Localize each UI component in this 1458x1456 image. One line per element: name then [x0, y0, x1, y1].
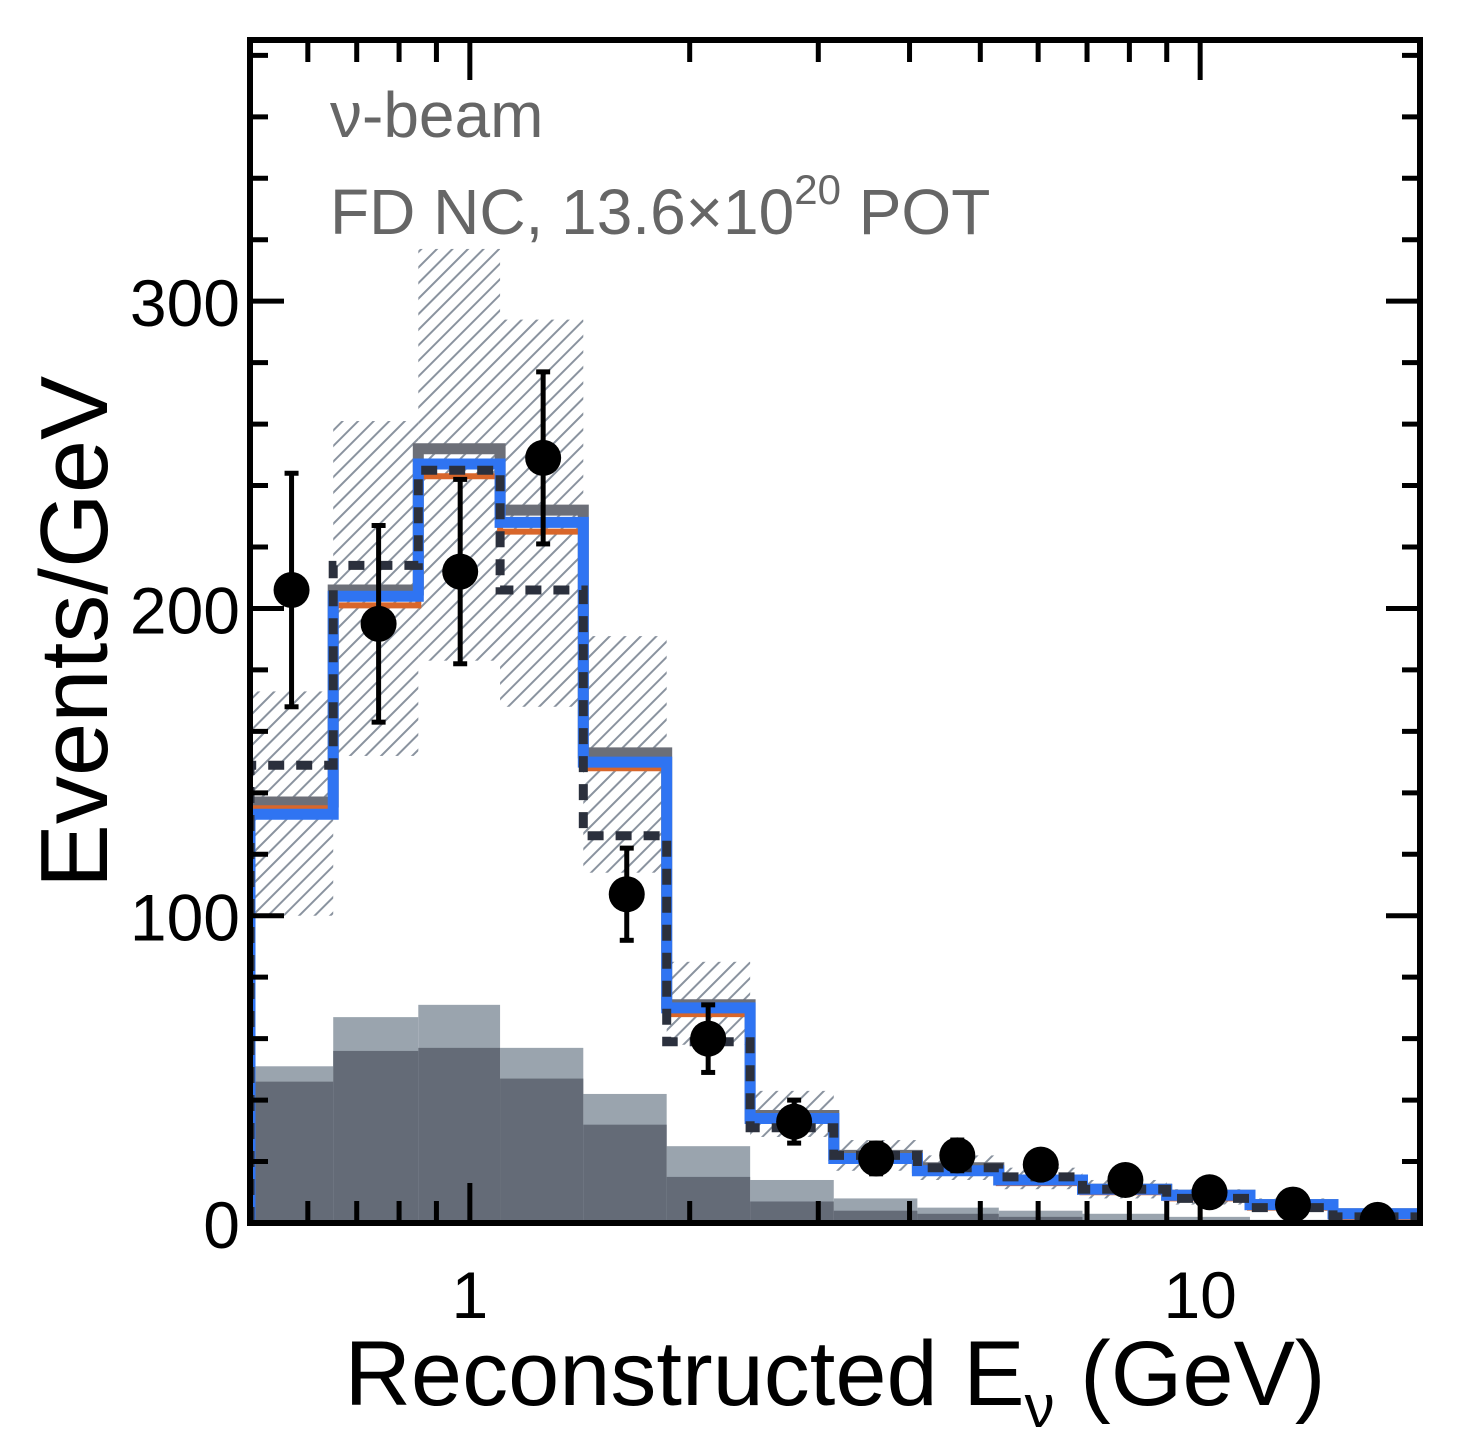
annotation-exposure-exponent: 20	[794, 166, 841, 213]
data-points	[273, 369, 1396, 1223]
y-tick-label: 300	[130, 266, 240, 340]
data-point	[1359, 1201, 1396, 1223]
data-point	[1107, 1161, 1144, 1198]
x-tick-label: 10	[1163, 1258, 1236, 1332]
plot-area	[250, 248, 1420, 1223]
y-tick-label: 100	[130, 881, 240, 955]
x-axis-label-tail: (GeV)	[1055, 1323, 1326, 1425]
plot-frame	[247, 37, 1423, 1226]
bg-dark-bar	[666, 1176, 751, 1223]
y-tick-label: 0	[203, 1188, 240, 1262]
data-point	[1022, 1146, 1059, 1183]
bg-dark-bar	[833, 1210, 918, 1223]
annotation-exposure: FD NC, 13.6×1020 POT	[330, 166, 990, 248]
bg-dark-bar	[583, 1124, 667, 1223]
bg-dark-bar	[500, 1078, 584, 1223]
data-point	[608, 876, 645, 913]
dashed-prediction-line	[250, 465, 1420, 1223]
y-tick-label: 200	[130, 573, 240, 647]
data-point	[858, 1140, 895, 1177]
data-point	[939, 1137, 976, 1174]
data-point	[1191, 1174, 1228, 1211]
x-tick-label: 1	[451, 1258, 488, 1332]
bg-dark-bar	[418, 1047, 501, 1223]
annotation-exposure-prefix: FD NC, 13.6×10	[330, 176, 794, 248]
data-point	[525, 439, 562, 476]
x-tick-labels: 1 10	[451, 1258, 1236, 1332]
y-tick-labels: 0 100 200 300	[130, 266, 240, 1262]
x-axis-label-subscript: ν	[1025, 1373, 1055, 1440]
bg-dark-bar	[250, 1081, 334, 1223]
data-point	[1274, 1186, 1311, 1223]
annotation-beam: ν-beam	[330, 79, 543, 151]
data-point	[690, 1020, 727, 1057]
y-axis-label: Events/GeV	[21, 376, 128, 888]
data-point	[273, 572, 310, 609]
bg-dark-bar	[750, 1201, 834, 1223]
annotation-exposure-suffix: POT	[841, 176, 990, 248]
axis-ticks	[247, 40, 1423, 1226]
bg-dark-bar	[917, 1213, 999, 1223]
data-point	[360, 605, 397, 642]
data-point	[776, 1103, 813, 1140]
data-point	[442, 553, 479, 590]
x-axis-label-main: Reconstructed E	[344, 1323, 1024, 1425]
x-axis-label: Reconstructed Eν (GeV)	[344, 1323, 1325, 1440]
bg-light-bar	[1082, 1213, 1167, 1223]
bg-dark-bar	[333, 1050, 419, 1223]
